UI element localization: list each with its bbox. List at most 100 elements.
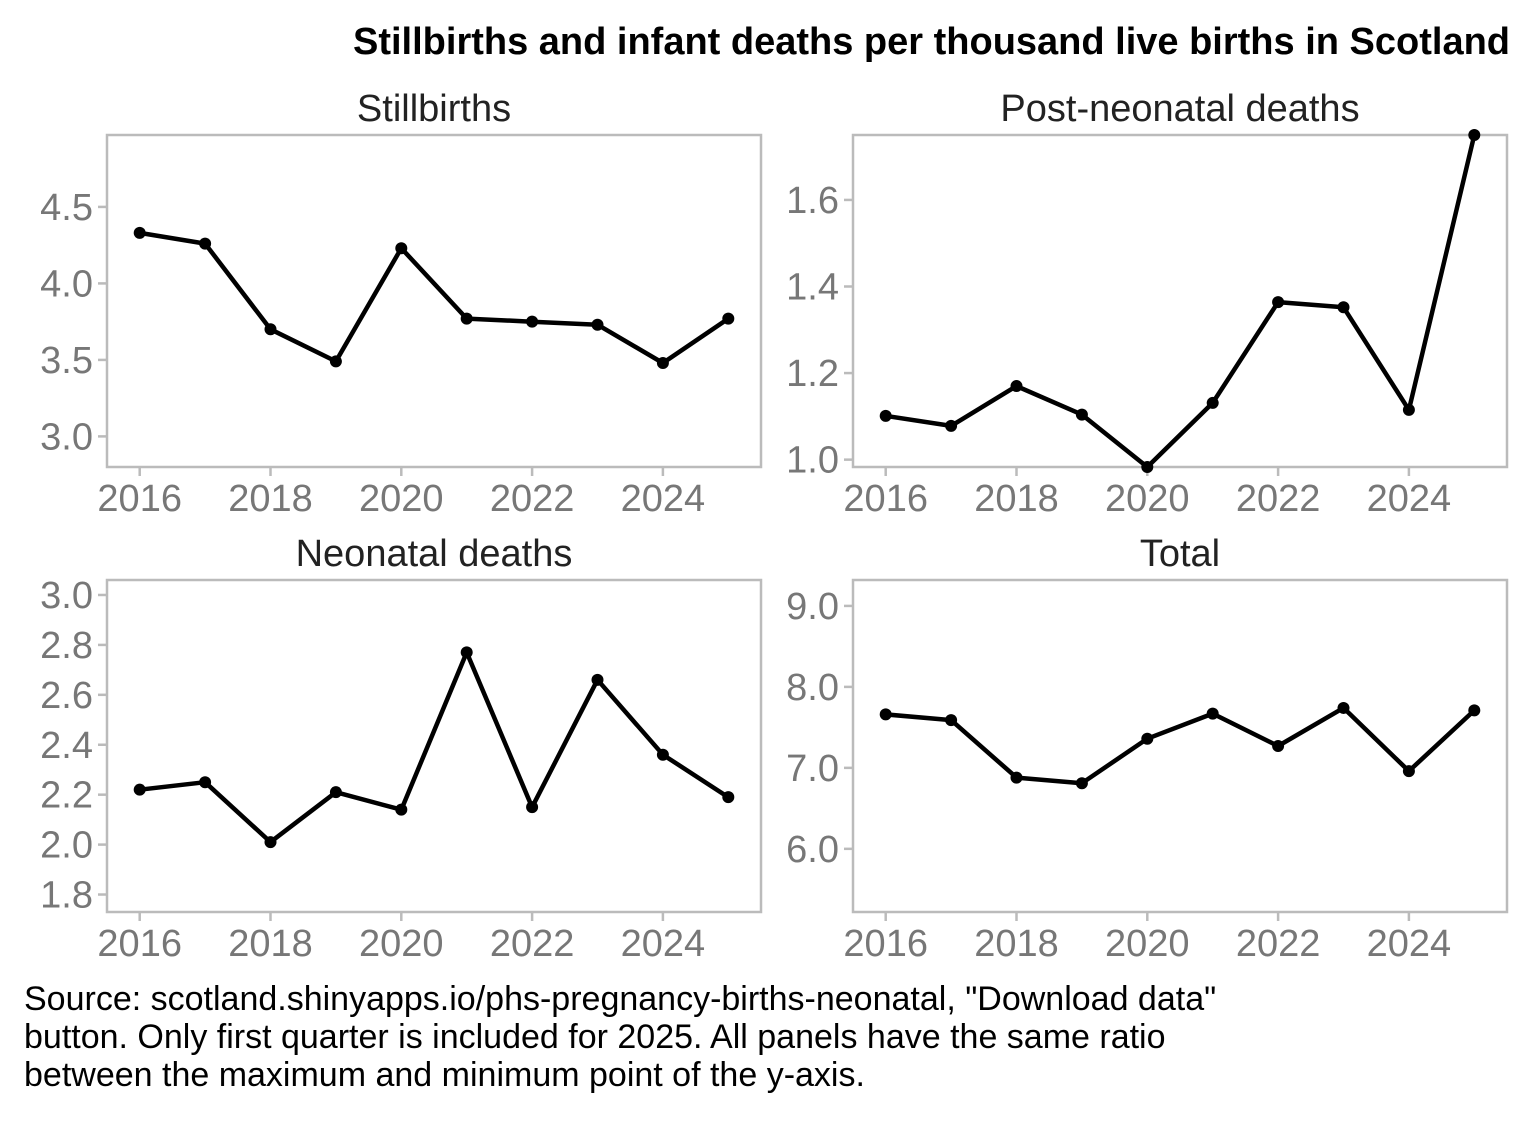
data-point-post-neonatal-deaths <box>1468 129 1481 141</box>
data-point-post-neonatal-deaths <box>1075 408 1088 421</box>
y-tick-label: 2.8 <box>40 625 93 667</box>
panel-total: Total 6.0 7.0 8.0 9.0 2016 2018 2020 2022 2024 <box>786 533 1509 965</box>
data-point-stillbirths <box>591 318 604 331</box>
y-tick-label: 2.2 <box>40 775 93 817</box>
y-tick-label: 1.6 <box>786 180 839 222</box>
data-point-post-neonatal-deaths <box>1206 396 1219 409</box>
data-point-neonatal-deaths <box>656 748 669 761</box>
data-point-stillbirths <box>329 355 342 368</box>
data-point-total <box>1272 740 1285 752</box>
x-tick-label: 2016 <box>97 478 182 520</box>
data-point-stillbirths <box>656 356 669 369</box>
caption-line: between the maximum and minimum point of… <box>24 1056 865 1094</box>
y-tick-label: 3.5 <box>40 340 93 382</box>
panel-frame <box>105 578 763 914</box>
data-point-stillbirths <box>526 315 539 328</box>
data-point-neonatal-deaths <box>460 646 473 659</box>
data-point-neonatal-deaths <box>133 783 146 796</box>
x-tick-label: 2022 <box>1236 923 1321 965</box>
panel-frame <box>851 133 1509 469</box>
data-point-post-neonatal-deaths <box>1010 380 1023 393</box>
data-point-stillbirths <box>395 242 408 255</box>
data-point-stillbirths <box>199 237 212 250</box>
data-point-post-neonatal-deaths <box>1337 301 1350 314</box>
data-point-neonatal-deaths <box>329 786 342 799</box>
data-point-neonatal-deaths <box>722 791 735 804</box>
x-tick-label: 2024 <box>1367 923 1452 965</box>
data-point-post-neonatal-deaths <box>1141 461 1154 473</box>
panel-frame <box>851 578 1509 914</box>
panel-title: Stillbirths <box>357 88 511 130</box>
x-tick-label: 2022 <box>1236 478 1321 520</box>
series-line-post-neonatal-deaths <box>883 132 1477 470</box>
data-point-total <box>945 714 958 727</box>
source-caption: Source: scotland.shinyapps.io/phs-pregna… <box>24 980 1504 1094</box>
x-tick-label: 2016 <box>843 923 928 965</box>
panel-title: Neonatal deaths <box>296 533 573 575</box>
y-tick-label: 6.0 <box>786 829 839 871</box>
data-point-total <box>1010 771 1023 784</box>
y-tick-label: 4.0 <box>40 263 93 305</box>
data-point-total <box>879 708 892 721</box>
x-tick-label: 2016 <box>97 923 182 965</box>
panel-stillbirths: Stillbirths 3.0 3.5 4.0 4.5 2016 2018 2020 2022 2… <box>40 88 763 520</box>
y-tick-label: 4.5 <box>40 187 93 229</box>
x-tick-label: 2022 <box>490 923 575 965</box>
data-point-neonatal-deaths <box>591 673 604 686</box>
data-point-post-neonatal-deaths <box>945 419 958 432</box>
data-point-stillbirths <box>460 312 473 325</box>
x-tick-label: 2022 <box>490 478 575 520</box>
x-tick-label: 2024 <box>621 478 706 520</box>
caption-line: Source: scotland.shinyapps.io/phs-pregna… <box>24 980 1217 1018</box>
data-point-neonatal-deaths <box>526 801 539 814</box>
data-point-neonatal-deaths <box>395 803 408 816</box>
data-point-stillbirths <box>133 226 146 239</box>
data-point-stillbirths <box>722 312 735 325</box>
x-tick-label: 2020 <box>359 923 444 965</box>
series-line-total <box>883 705 1477 786</box>
y-tick-label: 1.0 <box>786 440 839 482</box>
series-line-stillbirths <box>137 230 731 366</box>
x-tick-label: 2018 <box>974 478 1059 520</box>
y-tick-label: 3.0 <box>40 416 93 458</box>
data-point-total <box>1206 707 1219 720</box>
x-tick-label: 2018 <box>228 478 313 520</box>
y-tick-label: 3.0 <box>40 575 93 617</box>
data-point-neonatal-deaths <box>199 776 212 789</box>
x-tick-label: 2018 <box>974 923 1059 965</box>
x-tick-label: 2020 <box>1105 478 1190 520</box>
x-tick-label: 2024 <box>1367 478 1452 520</box>
data-point-total <box>1141 732 1154 745</box>
y-tick-label: 9.0 <box>786 586 839 628</box>
y-tick-label: 2.6 <box>40 675 93 717</box>
y-tick-label: 1.4 <box>786 266 839 308</box>
data-point-post-neonatal-deaths <box>1402 403 1415 416</box>
panel-post-neonatal-deaths: Post-neonatal deaths 1.0 1.2 1.4 1.6 2016 2018… <box>786 88 1509 520</box>
y-tick-label: 2.4 <box>40 725 93 767</box>
panel-title: Total <box>1140 533 1220 575</box>
data-point-total <box>1337 701 1350 714</box>
x-tick-label: 2024 <box>621 923 706 965</box>
caption-line: button. Only first quarter is included f… <box>24 1018 1166 1056</box>
x-tick-label: 2020 <box>359 478 444 520</box>
data-point-stillbirths <box>264 323 277 336</box>
panel-frame <box>105 133 763 469</box>
data-point-post-neonatal-deaths <box>1272 296 1285 309</box>
y-tick-label: 7.0 <box>786 748 839 790</box>
panel-title: Post-neonatal deaths <box>1000 88 1359 130</box>
x-tick-label: 2016 <box>843 478 928 520</box>
chart-title: Stillbirths and infant deaths per thousa… <box>353 21 1510 63</box>
panel-neonatal-deaths: Neonatal deaths 1.8 2.0 2.2 2.4 2.6 2.8 3.0 2016… <box>40 533 763 965</box>
x-tick-label: 2018 <box>228 923 313 965</box>
x-tick-label: 2020 <box>1105 923 1190 965</box>
y-tick-label: 2.0 <box>40 825 93 867</box>
y-tick-label: 1.2 <box>786 353 839 395</box>
y-tick-label: 1.8 <box>40 875 93 917</box>
data-point-total <box>1468 704 1481 717</box>
data-point-neonatal-deaths <box>264 836 277 849</box>
data-point-total <box>1402 765 1415 778</box>
series-line-neonatal-deaths <box>137 650 731 845</box>
data-point-post-neonatal-deaths <box>879 409 892 422</box>
data-point-total <box>1075 777 1088 790</box>
